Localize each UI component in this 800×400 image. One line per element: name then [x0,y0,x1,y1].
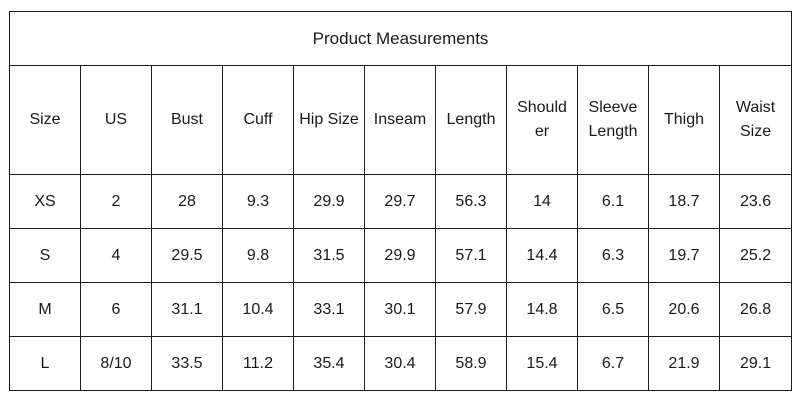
col-header-hip-size: Hip Size [293,65,365,175]
table-cell: 19.7 [648,228,720,283]
table-cell: 56.3 [435,174,507,229]
col-header-inseam: Inseam [364,65,436,175]
table-cell: 10.4 [222,282,294,337]
table-cell: S [9,228,81,283]
table-cell: 14.8 [506,282,578,337]
table-cell: 31.5 [293,228,365,283]
table-cell: 33.1 [293,282,365,337]
table-cell: 29.9 [364,228,436,283]
table-cell: 29.1 [718,336,793,391]
table-cell: 2 [80,174,152,229]
measurements-table: Product Measurements Size US Bust Cuff H… [8,11,793,391]
col-header-us: US [80,65,152,175]
table-cell: 8/10 [80,336,152,391]
table-cell: 18.7 [648,174,720,229]
table-cell: 9.8 [222,228,294,283]
table-cell: 58.9 [435,336,507,391]
table-cell: 31.1 [151,282,223,337]
table-cell: 14 [506,174,578,229]
col-header-size: Size [9,65,81,175]
table-cell: 33.5 [151,336,223,391]
table-cell: 26.8 [718,282,793,337]
header-row: Size US Bust Cuff Hip Size Inseam Length… [9,65,793,175]
col-header-waist-size: Waist Size [718,65,793,175]
table-cell: M [9,282,81,337]
table-cell: 6.3 [577,228,649,283]
table-cell: 6.1 [577,174,649,229]
table-cell: L [9,336,81,391]
table-cell: 35.4 [293,336,365,391]
table-cell: 6.7 [577,336,649,391]
table-cell: 57.1 [435,228,507,283]
table-cell: 23.6 [718,174,793,229]
table-cell: 21.9 [648,336,720,391]
table-cell: 28 [151,174,223,229]
table-cell: 29.5 [151,228,223,283]
table-cell: 4 [80,228,152,283]
table-cell: 9.3 [222,174,294,229]
table-cell: 6.5 [577,282,649,337]
col-header-sleeve-length: Sleeve Length [577,65,649,175]
table-row: L 8/10 33.5 11.2 35.4 30.4 58.9 15.4 6.7 21.9 29.1 [9,336,793,391]
table-cell: 15.4 [506,336,578,391]
col-header-length: Length [435,65,507,175]
table-row: XS 2 28 9.3 29.9 29.7 56.3 14 6.1 18.7 23.6 [9,174,793,229]
table-cell: 29.9 [293,174,365,229]
col-header-bust: Bust [151,65,223,175]
table-row: M 6 31.1 10.4 33.1 30.1 57.9 14.8 6.5 20.6 26.8 [9,282,793,337]
table-cell: 6 [80,282,152,337]
table-cell: 57.9 [435,282,507,337]
table-cell: 20.6 [648,282,720,337]
col-header-shoulder: Should er [506,65,578,175]
table-cell: 11.2 [222,336,294,391]
table-cell: 29.7 [364,174,436,229]
table-cell: 25.2 [718,228,793,283]
table-cell: 30.1 [364,282,436,337]
table-title: Product Measurements [8,11,793,66]
table-row: S 4 29.5 9.8 31.5 29.9 57.1 14.4 6.3 19.7 25.2 [9,228,793,283]
table-cell: XS [9,174,81,229]
table-cell: 14.4 [506,228,578,283]
col-header-cuff: Cuff [222,65,294,175]
title-row: Product Measurements [8,11,793,66]
table-cell: 30.4 [364,336,436,391]
col-header-thigh: Thigh [648,65,720,175]
